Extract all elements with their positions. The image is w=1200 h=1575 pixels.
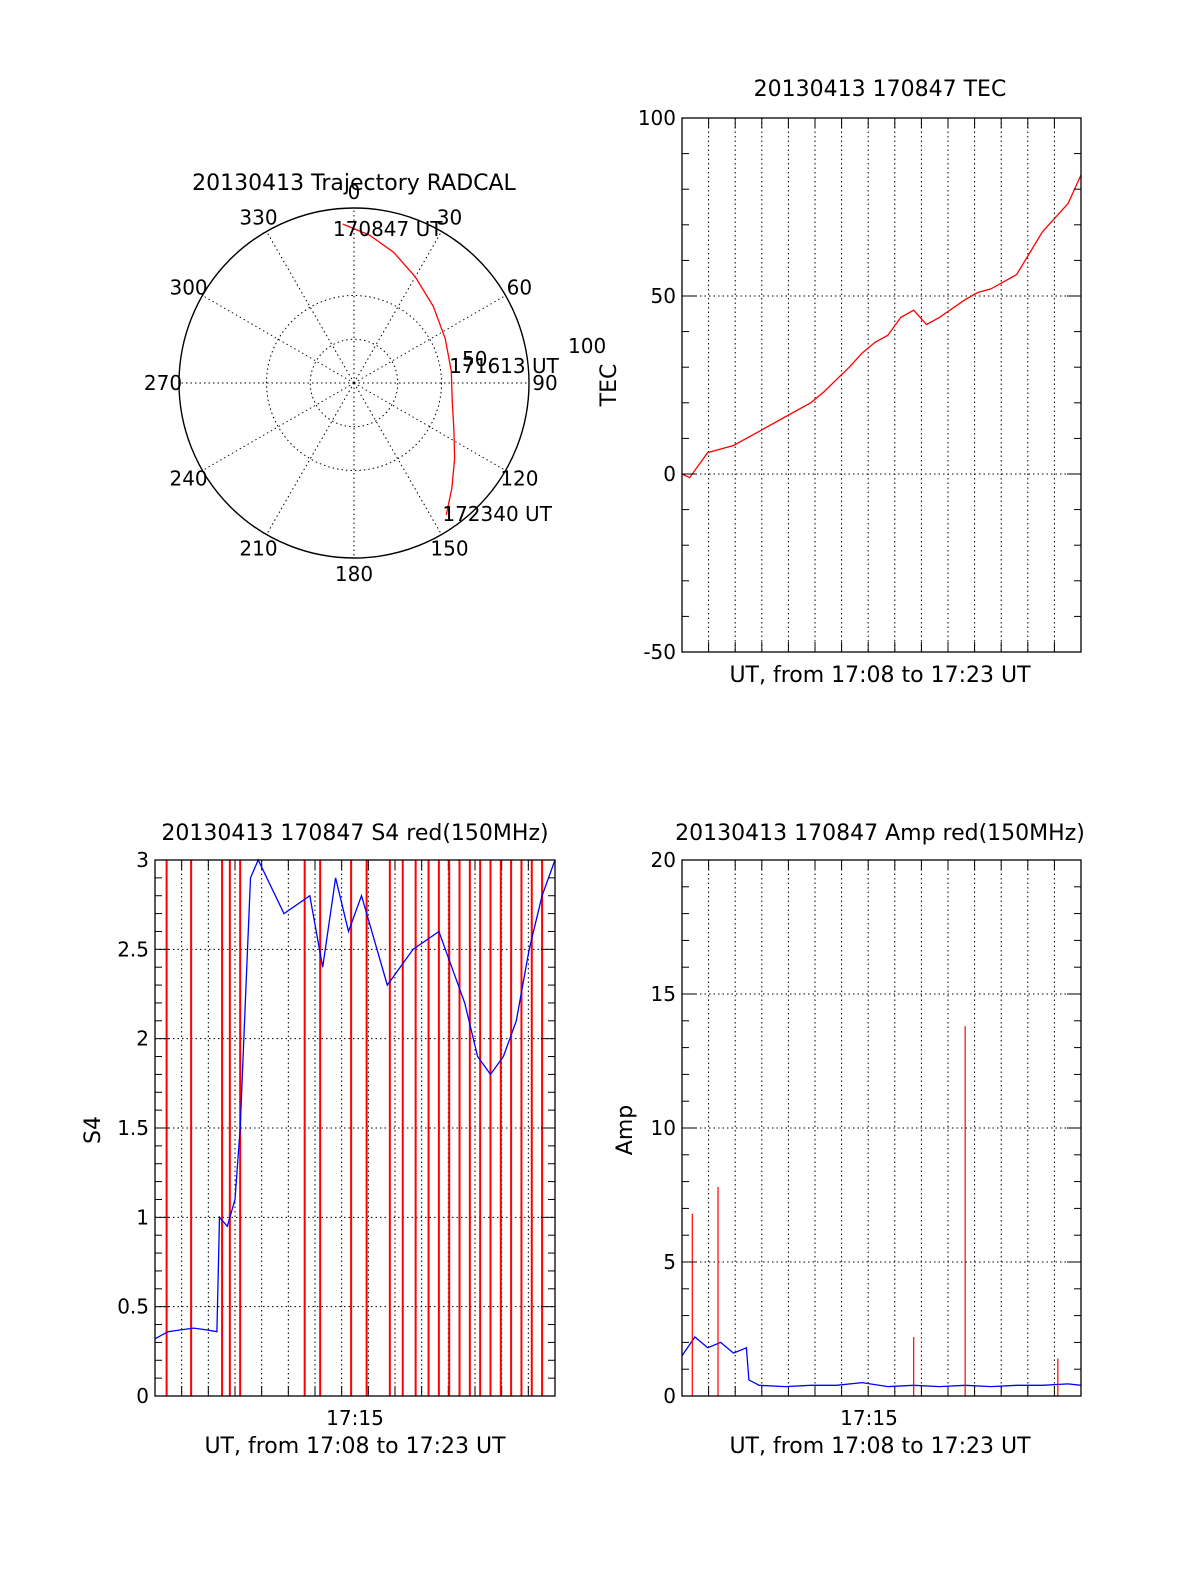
polar-time-annotation: 171613 UT	[449, 354, 559, 378]
polar-time-annotation: 172340 UT	[442, 502, 552, 526]
polar-azimuth-label: 210	[239, 536, 277, 560]
amp-ytick-label: 20	[651, 848, 676, 872]
polar-azimuth-label: 240	[169, 467, 207, 491]
polar-ring-label: 100	[568, 334, 606, 358]
tec-ytick-label: 50	[651, 284, 676, 308]
amp-title: 20130413 170847 Amp red(150MHz)	[675, 821, 1085, 846]
s4-ytick-label: 0	[136, 1384, 149, 1408]
amp-ytick-label: 5	[663, 1250, 676, 1274]
tec-frame	[681, 117, 1082, 653]
s4-ytick-label: 3	[136, 848, 149, 872]
polar-azimuth-label: 60	[507, 276, 532, 300]
amp-xtick-1715: 17:15	[840, 1406, 898, 1430]
s4-ytick-label: 2	[136, 1027, 149, 1051]
polar-azimuth-label: 270	[144, 371, 182, 395]
amp-blue-line	[681, 1336, 1082, 1388]
polar-time-annotation: 170847 UT	[333, 217, 443, 241]
tec-ytick-label: 100	[638, 106, 676, 130]
polar-azimuth-label: 150	[430, 536, 468, 560]
tec-ytick-label: -50	[643, 640, 676, 664]
tec-ylabel: TEC	[597, 364, 622, 408]
tec-ytick-label: 0	[663, 462, 676, 486]
polar-spoke	[353, 231, 442, 384]
polar-trajectory-panel: 20130413 Trajectory RADCAL 0 30 60 90 120 150…	[144, 171, 606, 586]
polar-azimuth-label: 120	[500, 467, 538, 491]
s4-ytick-label: 1.5	[117, 1116, 149, 1140]
polar-azimuth-label: 330	[239, 206, 277, 230]
polar-title: 20130413 Trajectory RADCAL	[192, 171, 516, 196]
polar-spoke	[202, 382, 355, 471]
tec-panel: 20130413 170847 TEC -50 0 50 100 UT, from 1…	[597, 77, 1082, 688]
polar-spoke	[266, 382, 355, 535]
tec-title: 20130413 170847 TEC	[754, 77, 1007, 102]
trajectory-line	[342, 223, 456, 516]
amp-ytick-label: 0	[663, 1384, 676, 1408]
polar-ring-label: 50	[462, 347, 487, 371]
polar-azimuth-label: 180	[335, 562, 373, 586]
amp-ytick-label: 15	[651, 982, 676, 1006]
s4-xlabel: UT, from 17:08 to 17:23 UT	[204, 1434, 506, 1459]
tec-series-line	[681, 174, 1082, 479]
s4-blue-line	[154, 858, 556, 1340]
amp-ylabel: Amp	[613, 1105, 638, 1155]
tec-xlabel: UT, from 17:08 to 17:23 UT	[729, 663, 1031, 688]
polar-azimuth-label: 90	[532, 371, 557, 395]
polar-outer-circle	[178, 207, 530, 559]
polar-ring-50	[266, 295, 442, 471]
s4-ylabel: S4	[81, 1116, 106, 1144]
amp-ytick-label: 10	[651, 1116, 676, 1140]
s4-ytick-label: 2.5	[117, 937, 149, 961]
s4-xtick-1715: 17:15	[326, 1406, 384, 1430]
amp-panel: 20130413 170847 Amp red(150MHz) 0 5 10 15 20…	[613, 821, 1085, 1459]
amp-xlabel: UT, from 17:08 to 17:23 UT	[729, 1434, 1031, 1459]
s4-title: 20130413 170847 S4 red(150MHz)	[161, 821, 548, 846]
polar-azimuth-label: 300	[169, 276, 207, 300]
s4-ytick-label: 0.5	[117, 1295, 149, 1319]
s4-ytick-label: 1	[136, 1205, 149, 1229]
s4-panel: 20130413 170847 S4 red(150MHz) 0 0.5 1 1.5 2…	[81, 821, 556, 1459]
polar-ring-inner	[309, 338, 399, 428]
polar-azimuth-label: 30	[437, 206, 462, 230]
polar-azimuth-label: 0	[348, 180, 361, 204]
